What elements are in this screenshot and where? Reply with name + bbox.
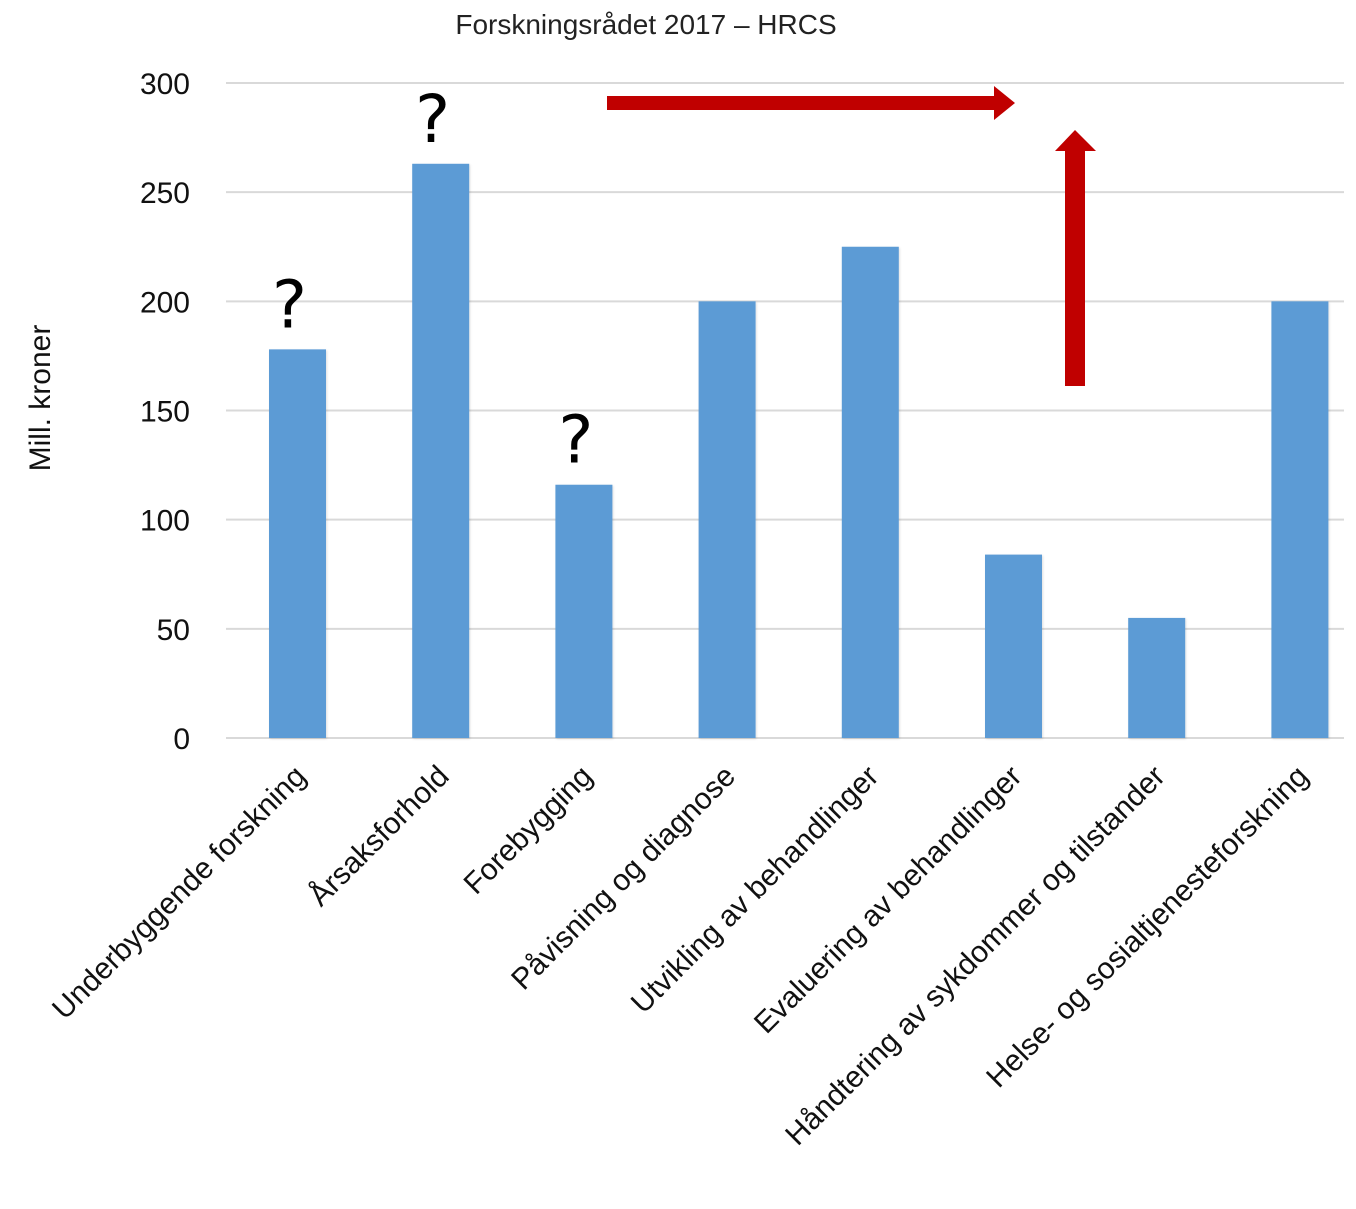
question-mark-annotation: ? (558, 402, 593, 479)
bars (269, 163, 1329, 739)
y-axis-ticks: 0 50 100 150 200 250 300 (140, 68, 190, 756)
y-tick-label: 0 (173, 723, 190, 756)
chart-title: Forskningsrådet 2017 – HRCS (455, 9, 836, 40)
x-tick-label: Underbyggende forskning (46, 760, 312, 1026)
right-arrow-icon (607, 86, 1015, 120)
y-tick-label: 100 (140, 505, 190, 538)
x-tick-label: Årsaksforhold (303, 760, 456, 913)
bar (1271, 301, 1329, 738)
bar (412, 163, 470, 739)
x-tick-label: Utvikling av behandlinger (625, 760, 885, 1020)
bar (841, 246, 899, 738)
x-tick-label: Forebygging (458, 760, 599, 901)
y-tick-label: 150 (140, 396, 190, 429)
y-axis-label: Mill. kroner (24, 325, 57, 472)
y-tick-label: 50 (157, 614, 190, 647)
bar (985, 554, 1042, 738)
question-mark-annotation: ? (272, 266, 307, 343)
x-tick-label: Helse- og sosialtjenesteforskning (980, 760, 1315, 1095)
bar (555, 484, 613, 738)
bar (1128, 617, 1186, 738)
y-tick-label: 250 (140, 177, 190, 210)
x-tick-label: Evaluering av behandlinger (748, 760, 1028, 1040)
bar (269, 349, 326, 738)
question-mark-annotation: ? (415, 81, 450, 158)
up-arrow-icon (1055, 130, 1096, 386)
bar (698, 301, 756, 738)
annotations: ??? (272, 81, 593, 479)
y-tick-label: 200 (140, 286, 190, 319)
arrows (607, 86, 1096, 386)
y-tick-label: 300 (140, 68, 190, 101)
